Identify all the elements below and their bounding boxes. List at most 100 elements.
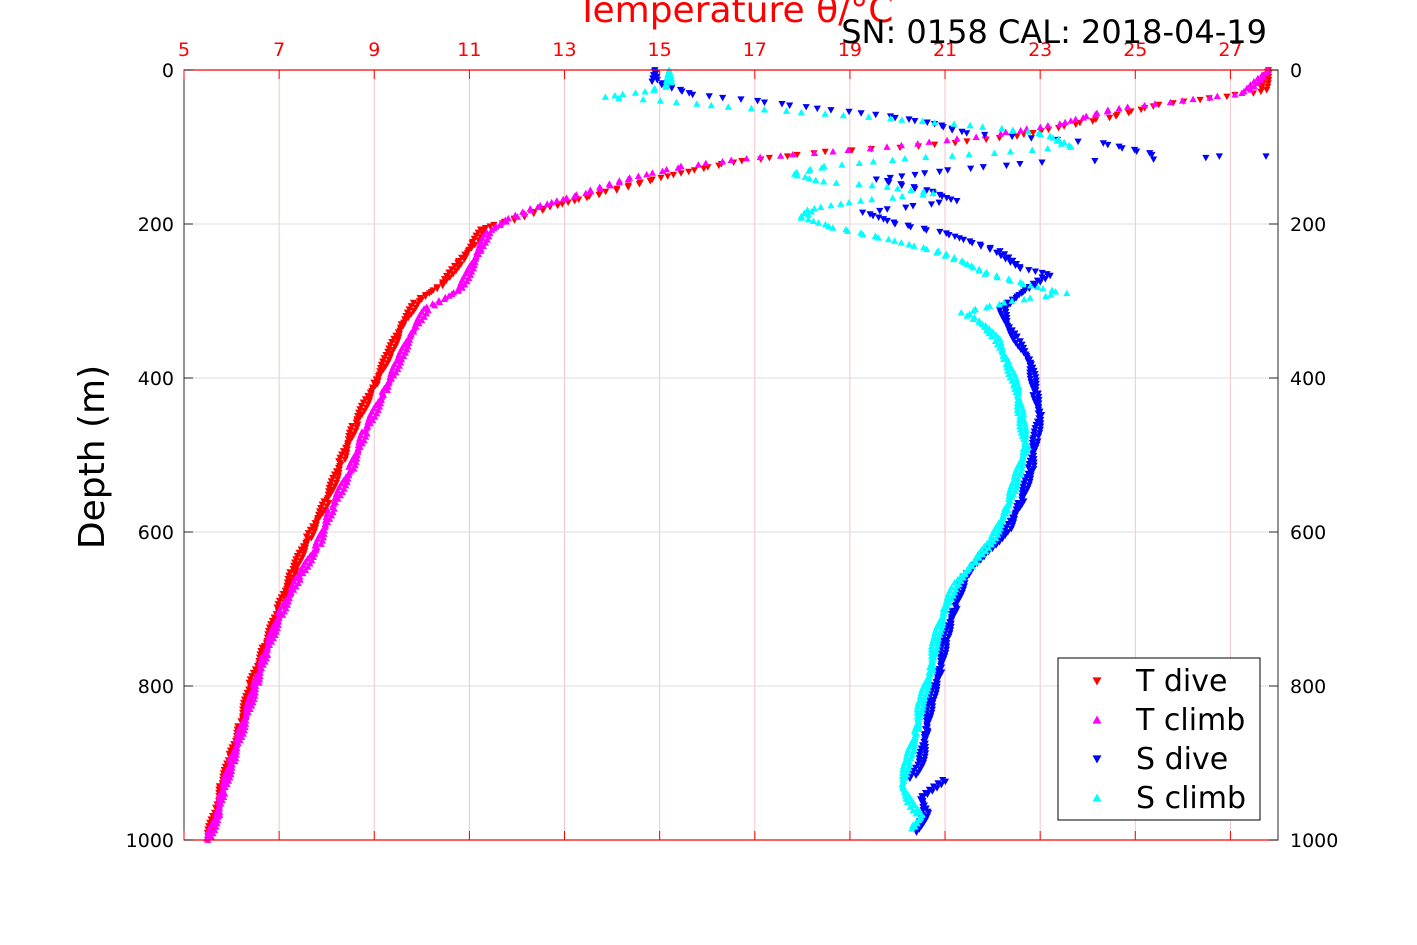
- data-point: [985, 544, 993, 551]
- data-point: [898, 116, 906, 123]
- data-point: [226, 747, 235, 755]
- data-point: [1018, 341, 1026, 349]
- data-point: [987, 532, 996, 540]
- data-point: [972, 133, 980, 140]
- data-point: [663, 74, 671, 81]
- data-point: [257, 656, 265, 663]
- data-point: [624, 184, 632, 191]
- data-point: [1038, 159, 1046, 166]
- data-point: [631, 89, 640, 96]
- data-point: [1039, 285, 1047, 292]
- data-point: [221, 763, 229, 771]
- data-point: [902, 204, 910, 212]
- data-point: [1024, 464, 1032, 471]
- data-point: [440, 295, 448, 302]
- data-point: [993, 273, 1001, 281]
- y-tick-label-right: 800: [1290, 676, 1326, 698]
- data-point: [948, 127, 956, 134]
- data-point: [899, 766, 907, 773]
- data-point: [1000, 299, 1008, 306]
- data-point: [928, 639, 936, 646]
- data-point: [330, 471, 339, 479]
- data-point: [1019, 483, 1027, 491]
- data-point: [914, 699, 922, 706]
- data-point: [855, 180, 863, 188]
- data-point: [803, 206, 812, 214]
- data-point: [693, 100, 701, 107]
- data-point: [685, 90, 693, 97]
- data-point: [1015, 416, 1024, 423]
- data-point: [243, 700, 251, 708]
- data-point: [668, 85, 676, 92]
- data-point: [1105, 114, 1114, 122]
- data-point: [918, 742, 927, 749]
- data-point: [1007, 525, 1015, 533]
- data-point: [951, 609, 960, 616]
- data-point: [446, 274, 454, 281]
- data-point: [1047, 291, 1055, 298]
- data-point: [1178, 97, 1187, 104]
- data-point: [668, 78, 676, 86]
- data-point: [866, 144, 874, 152]
- data-point: [365, 397, 373, 405]
- data-point: [930, 632, 938, 640]
- data-point: [1029, 129, 1037, 137]
- data-point: [911, 117, 919, 125]
- data-point: [1257, 76, 1265, 83]
- data-point: [1012, 375, 1020, 382]
- data-point: [1031, 388, 1039, 396]
- data-point: [1014, 499, 1022, 507]
- data-point: [829, 224, 837, 231]
- data-point: [1010, 516, 1018, 523]
- data-marks: [203, 66, 1273, 843]
- data-point: [248, 673, 256, 680]
- data-point: [348, 434, 356, 442]
- data-point: [885, 235, 893, 243]
- data-point: [1030, 367, 1038, 375]
- data-point: [869, 158, 877, 165]
- data-point: [914, 702, 922, 710]
- data-point: [383, 386, 391, 394]
- data-point: [377, 361, 386, 369]
- data-point: [1029, 436, 1037, 444]
- data-point: [943, 593, 951, 601]
- data-point: [934, 634, 942, 642]
- data-point: [302, 533, 311, 540]
- data-point: [917, 745, 925, 753]
- data-point: [448, 266, 456, 273]
- y-tick-label-left: 600: [138, 522, 174, 544]
- data-point: [606, 181, 614, 189]
- data-point: [292, 556, 300, 563]
- data-point: [1009, 336, 1018, 344]
- data-point: [818, 164, 826, 171]
- data-point: [293, 553, 301, 560]
- data-point: [436, 298, 444, 306]
- data-point: [1006, 148, 1015, 155]
- data-point: [320, 530, 328, 537]
- data-point: [298, 554, 306, 562]
- data-point: [813, 105, 821, 113]
- data-point: [367, 391, 375, 398]
- data-point: [958, 589, 966, 597]
- data-point: [938, 621, 946, 629]
- data-point: [554, 202, 562, 210]
- data-point: [292, 567, 300, 575]
- data-point: [885, 179, 893, 187]
- data-point: [356, 434, 364, 442]
- data-point: [953, 606, 961, 613]
- data-point: [409, 299, 418, 307]
- data-point: [1024, 128, 1032, 135]
- data-point: [948, 152, 956, 159]
- data-point: [336, 454, 344, 462]
- data-point: [380, 355, 388, 362]
- data-point: [933, 687, 941, 694]
- data-point: [1017, 126, 1025, 134]
- data-point: [908, 824, 916, 832]
- data-point: [291, 559, 299, 566]
- data-point: [951, 140, 959, 147]
- data-point: [1247, 86, 1255, 93]
- data-point: [1013, 133, 1021, 140]
- data-point: [332, 479, 340, 487]
- data-point: [1003, 363, 1011, 371]
